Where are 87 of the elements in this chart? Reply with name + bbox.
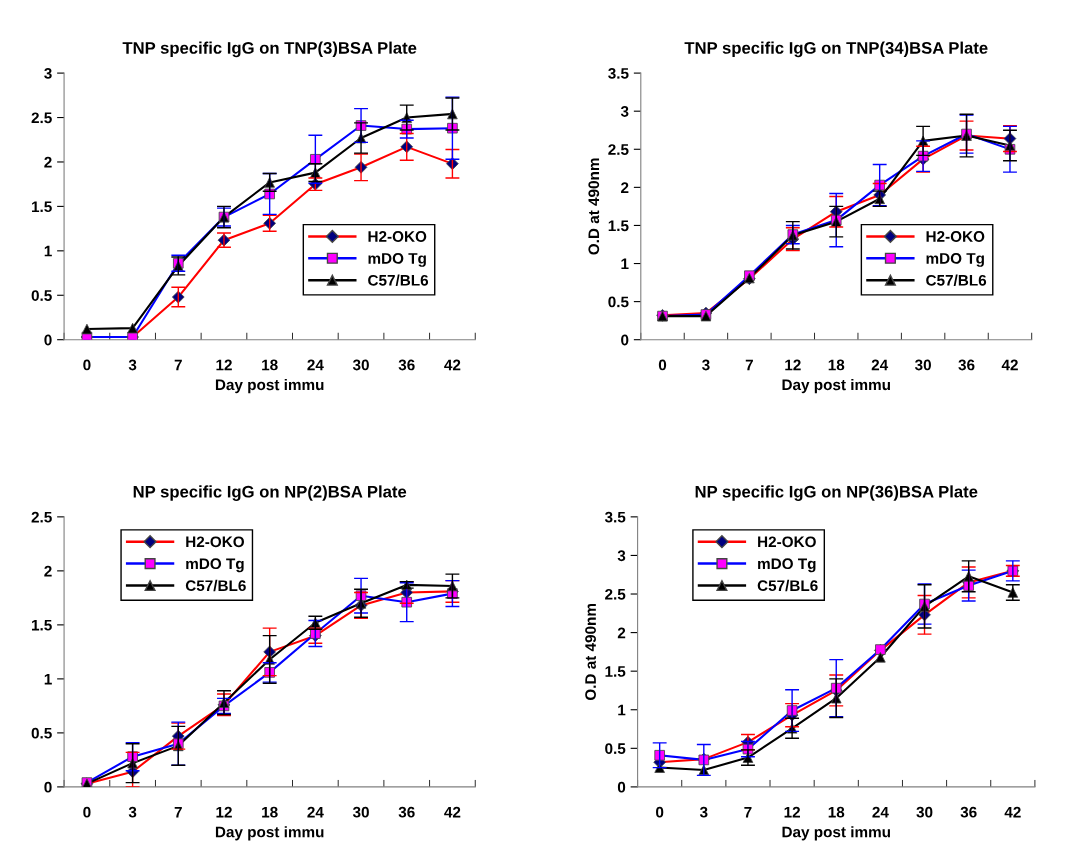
chart-title: TNP specific IgG on TNP(34)BSA Plate xyxy=(684,41,988,58)
x-tick-label: 42 xyxy=(1001,359,1018,371)
legend-label: mDO Tg xyxy=(758,558,816,573)
x-tick-label: 0 xyxy=(656,806,664,818)
y-tick-label: 2 xyxy=(617,627,626,639)
legend-label: H2-OKO xyxy=(926,231,985,242)
x-tick-label: 24 xyxy=(872,806,889,818)
x-tick-label: 18 xyxy=(262,359,278,371)
legend-label: mDO Tg xyxy=(186,558,244,573)
x-tick-label: 12 xyxy=(216,806,232,818)
x-tick-label: 3 xyxy=(699,806,708,818)
x-axis-title: Day post immu xyxy=(215,826,324,841)
y-tick-label: 1 xyxy=(618,704,626,716)
y-tick-label: 0 xyxy=(621,334,629,346)
y-axis-title: O.D at 490nm xyxy=(585,604,596,701)
x-tick-label: 36 xyxy=(398,806,415,818)
x-tick-label: 12 xyxy=(784,806,800,818)
legend-label: C57/BL6 xyxy=(185,579,246,592)
y-tick-label: 3 xyxy=(620,106,629,117)
y-tick-label: 3 xyxy=(44,67,52,79)
y-tick-label: 3.5 xyxy=(604,511,626,523)
x-tick-label: 30 xyxy=(352,806,369,818)
chart-title: NP specific IgG on NP(36)BSA Plate xyxy=(695,485,978,501)
x-tick-label: 18 xyxy=(262,806,278,818)
y-tick-label: 1 xyxy=(44,245,52,257)
x-tick-label: 3 xyxy=(128,359,137,371)
x-tick-label: 12 xyxy=(785,359,801,371)
x-tick-label: 30 xyxy=(916,806,933,818)
x-tick-label: 24 xyxy=(871,359,889,371)
x-tick-label: 7 xyxy=(745,359,753,371)
y-tick-label: 0.5 xyxy=(31,727,52,739)
y-tick-label: 1.5 xyxy=(605,666,626,677)
x-tick-label: 36 xyxy=(958,359,975,371)
y-tick-label: 1 xyxy=(621,258,629,270)
x-tick-label: 30 xyxy=(352,359,369,371)
legend-label: C57/BL6 xyxy=(926,274,987,286)
x-tick-label: 42 xyxy=(444,806,461,818)
x-tick-label: 12 xyxy=(216,359,232,371)
x-axis-title: Day post immu xyxy=(782,378,890,394)
x-tick-label: 0 xyxy=(83,806,91,818)
x-tick-label: 24 xyxy=(307,359,324,371)
y-tick-label: 0.5 xyxy=(608,296,629,308)
y-tick-label: 2 xyxy=(44,156,52,168)
x-tick-label: 36 xyxy=(960,806,977,818)
x-tick-label: 7 xyxy=(174,806,182,818)
y-tick-label: 2.5 xyxy=(608,144,629,155)
x-tick-label: 36 xyxy=(398,359,415,371)
x-tick-label: 7 xyxy=(744,806,752,818)
y-tick-label: 2 xyxy=(44,565,52,577)
y-tick-label: 0 xyxy=(44,334,52,346)
x-tick-label: 3 xyxy=(702,359,710,371)
x-tick-label: 42 xyxy=(1004,806,1021,818)
y-tick-label: 0.5 xyxy=(31,290,52,301)
y-axis-title: O.D at 490nm xyxy=(588,158,600,255)
y-tick-label: 0 xyxy=(44,781,52,793)
legend-label: C57/BL6 xyxy=(757,579,818,592)
y-tick-label: 0.5 xyxy=(605,743,626,755)
y-tick-label: 3.5 xyxy=(608,67,629,79)
legend-label: H2-OKO xyxy=(758,536,816,548)
y-tick-label: 2.5 xyxy=(31,511,52,523)
x-tick-label: 30 xyxy=(914,359,931,371)
x-tick-label: 3 xyxy=(128,806,137,818)
x-tick-label: 18 xyxy=(828,806,845,818)
legend-label: mDO Tg xyxy=(368,252,426,267)
x-tick-label: 0 xyxy=(658,359,667,371)
y-tick-label: 1 xyxy=(44,673,52,685)
legend-label: H2-OKO xyxy=(186,536,244,548)
chart-title: TNP specific IgG on TNP(3)BSA Plate xyxy=(122,41,417,58)
y-tick-label: 3 xyxy=(617,550,626,562)
x-tick-label: 18 xyxy=(828,359,845,371)
legend-label: H2-OKO xyxy=(368,231,427,242)
x-tick-label: 7 xyxy=(174,359,182,371)
x-axis-title: Day post immu xyxy=(782,826,890,841)
y-tick-label: 2.5 xyxy=(31,112,52,124)
y-tick-label: 2 xyxy=(621,182,629,193)
legend-label: C57/BL6 xyxy=(368,274,429,286)
legend-label: mDO Tg xyxy=(926,252,984,267)
chart-title: NP specific IgG on NP(2)BSA Plate xyxy=(133,485,407,501)
x-tick-label: 0 xyxy=(83,359,91,371)
y-tick-label: 2.5 xyxy=(605,588,626,600)
y-tick-label: 1.5 xyxy=(608,220,629,232)
x-tick-label: 24 xyxy=(307,806,324,818)
y-tick-label: 0 xyxy=(617,781,626,793)
y-tick-label: 1.5 xyxy=(32,201,52,213)
y-tick-label: 1.5 xyxy=(32,619,52,631)
x-tick-label: 42 xyxy=(444,359,461,371)
x-axis-title: Day post immu xyxy=(215,378,324,394)
